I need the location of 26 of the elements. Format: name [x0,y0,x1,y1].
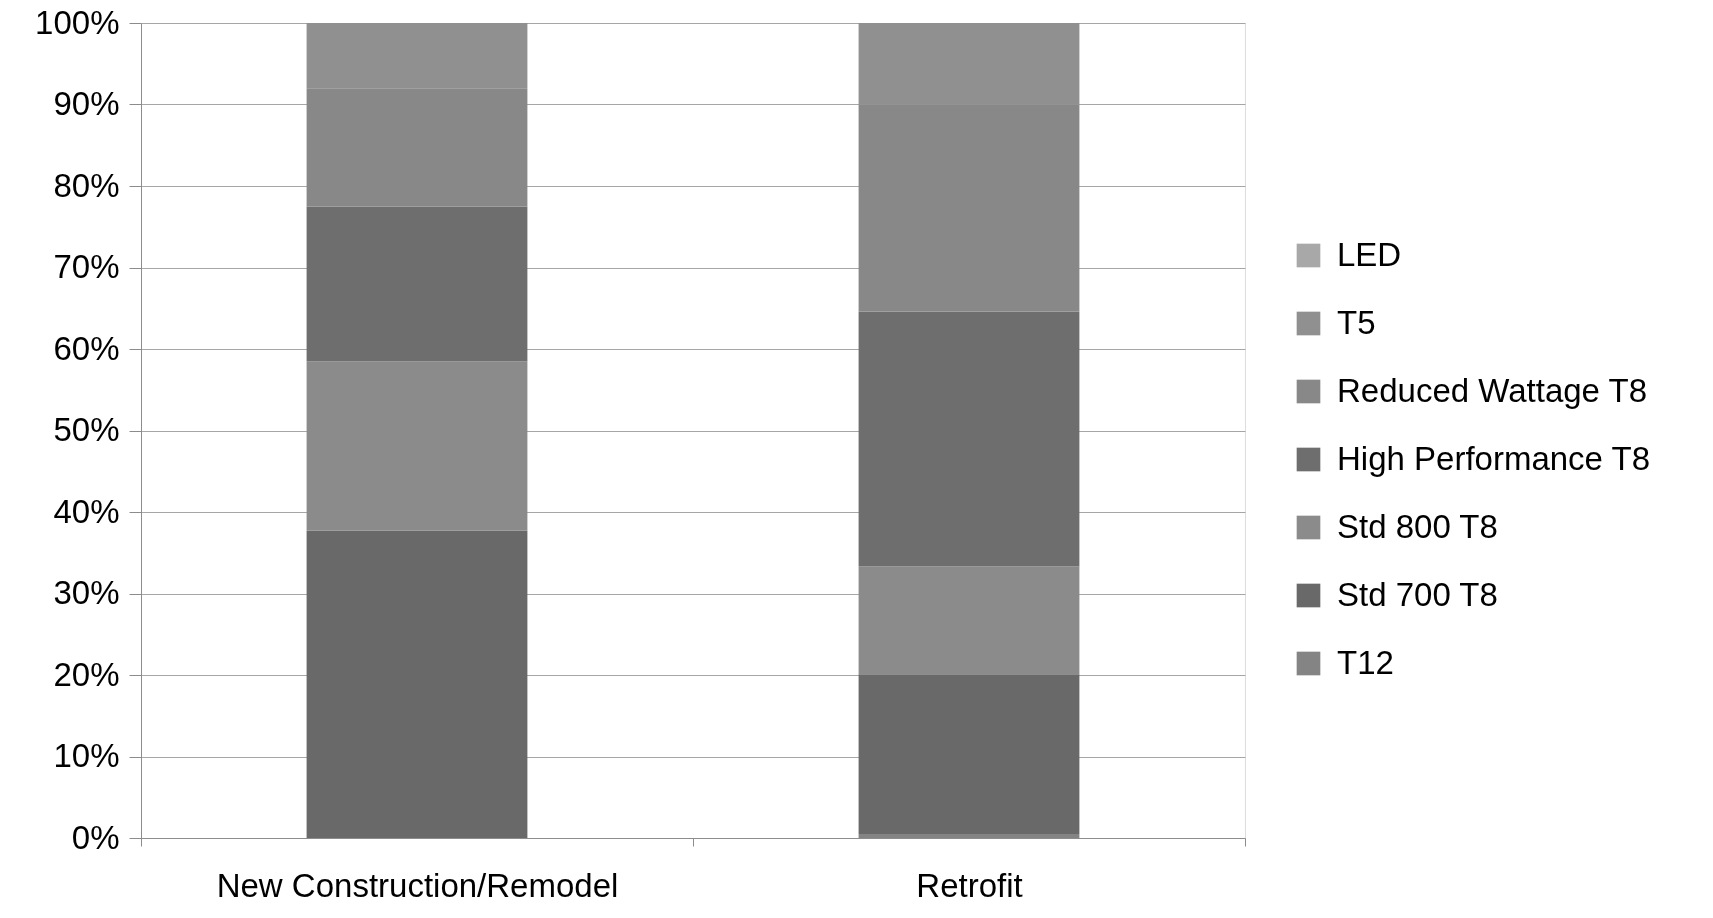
y-tick-label: 0% [71,818,120,856]
bar [858,566,1080,675]
x-tick-label: Retrofit [916,866,1023,904]
y-tick-label: 60% [53,329,120,367]
y-tick-label: 50% [53,411,120,448]
bar [306,530,528,838]
y-tick-label: 100% [35,3,120,41]
y-tick-label: 70% [53,248,120,285]
bar [858,674,1080,834]
y-tick-label: 20% [53,655,120,693]
y-tick-label: 80% [53,166,120,204]
y-tick-label: 10% [53,737,120,774]
x-tick-label: New Construction/Remodel [216,866,619,904]
legend-label: LED [1337,235,1402,273]
legend-label: High Performance T8 [1337,439,1651,477]
legend-label: Reduced Wattage T8 [1337,371,1648,409]
legend-label: Std 700 T8 [1337,575,1498,613]
legend-label: Std 800 T8 [1337,507,1498,545]
y-tick-label: 40% [53,492,120,530]
bar [306,361,528,531]
bar [306,206,528,362]
y-tick-label: 90% [53,85,120,122]
bar [858,311,1080,567]
legend-label: T12 [1337,643,1394,681]
y-tick-label: 30% [53,574,120,611]
legend-label: T5 [1337,303,1376,341]
